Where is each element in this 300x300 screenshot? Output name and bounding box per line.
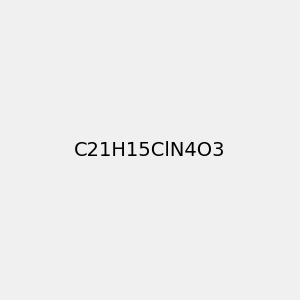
Text: C21H15ClN4O3: C21H15ClN4O3 — [74, 140, 226, 160]
